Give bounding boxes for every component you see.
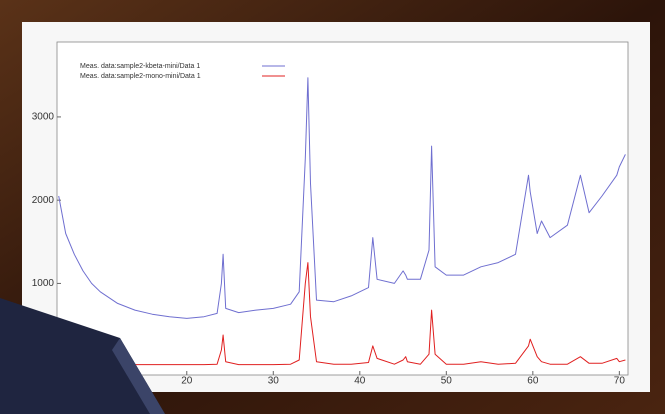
y-tick-label: 2000 (32, 195, 55, 206)
plot-frame (57, 42, 628, 375)
x-tick-label: 20 (181, 376, 193, 387)
chart: 1000 2000 3000 20 30 40 50 60 70 Meas. data:sampl… (0, 0, 665, 414)
x-tick-label: 70 (614, 376, 626, 387)
y-tick-label: 1000 (32, 278, 55, 289)
y-tick-label: 3000 (32, 112, 55, 123)
x-tick-label: 50 (441, 376, 453, 387)
page: {"chart_data": { "type": "line", "x": [5… (0, 0, 665, 414)
x-tick-label: 40 (354, 376, 366, 387)
x-tick-label: 30 (268, 376, 280, 387)
legend-label: Meas. data:sample2-kbeta-mini/Data 1 (80, 63, 200, 70)
legend-label: Meas. data:sample2-mono-mini/Data 1 (80, 73, 201, 80)
x-tick-label: 60 (527, 376, 539, 387)
